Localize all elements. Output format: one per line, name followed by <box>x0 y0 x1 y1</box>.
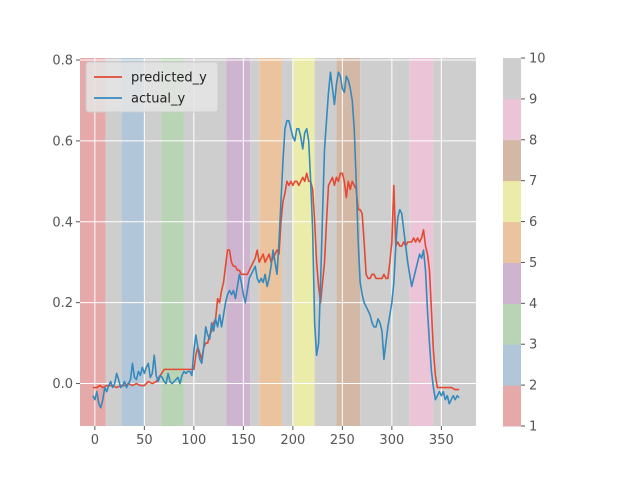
colorbar-segment <box>503 262 521 304</box>
x-tick-label: 200 <box>280 433 305 448</box>
x-tick-label: 350 <box>429 433 454 448</box>
colorbar-segment <box>503 180 521 223</box>
x-tick-label: 50 <box>136 433 153 448</box>
colorbar-segment <box>503 344 521 386</box>
colorbar-tick-label: 6 <box>529 215 537 230</box>
band-2 <box>121 58 145 426</box>
legend: predicted_y actual_y <box>85 61 219 113</box>
colorbar-segment <box>503 139 521 182</box>
colorbar-tick-label: 5 <box>529 256 537 271</box>
band-3 <box>144 58 162 426</box>
colorbar-tick-label: 7 <box>529 174 537 189</box>
y-tick-label: 0.8 <box>52 54 73 69</box>
colorbar-segment <box>503 303 521 345</box>
band-7 <box>250 58 260 426</box>
series-line-actual-y <box>92 71 460 409</box>
x-tick-label: 0 <box>91 433 99 448</box>
background-bands <box>80 58 476 426</box>
band-8 <box>259 58 282 426</box>
colorbar-segment <box>503 221 521 263</box>
series-lines <box>92 71 460 409</box>
colorbar-tick-label: 8 <box>529 133 537 148</box>
y-tick-label: 0.4 <box>52 215 73 230</box>
x-tick-label: 250 <box>330 433 355 448</box>
x-tick-label: 150 <box>231 433 256 448</box>
band-14 <box>409 58 434 426</box>
x-axis: 0 50 100 150 200 250 300 350 <box>91 426 454 448</box>
colorbar-tick-label: 1 <box>529 420 537 435</box>
band-13 <box>360 58 410 426</box>
x-tick-label: 300 <box>379 433 404 448</box>
colorbar-tick-label: 4 <box>529 297 537 312</box>
y-tick-label: 0.0 <box>52 377 73 392</box>
band-6 <box>226 58 251 426</box>
y-tick-label: 0.2 <box>52 296 73 311</box>
series-line-predicted-y <box>92 172 460 391</box>
legend-label-actual-y: actual_y <box>131 92 186 107</box>
colorbar-segment <box>503 58 521 100</box>
colorbar-tick-label: 9 <box>529 92 537 107</box>
colorbar-segment <box>503 385 521 427</box>
band-4 <box>161 58 184 426</box>
x-tick-label: 100 <box>181 433 206 448</box>
colorbar-tick-label: 3 <box>529 338 537 353</box>
colorbar: 1 2 3 4 5 6 7 8 9 10 <box>503 52 546 435</box>
colorbar-tick-label: 10 <box>529 52 546 67</box>
band-5 <box>183 58 227 426</box>
colorbar-segment <box>503 98 521 141</box>
band-12 <box>336 58 361 426</box>
y-tick-label: 0.6 <box>52 134 73 149</box>
band-1 <box>105 58 122 426</box>
band-0 <box>80 58 106 426</box>
y-axis: 0.0 0.2 0.4 0.6 0.8 <box>52 54 80 392</box>
band-15 <box>433 58 476 426</box>
colorbar-tick-label: 2 <box>529 379 537 394</box>
legend-box <box>85 61 219 113</box>
band-10 <box>292 58 315 426</box>
band-9 <box>281 58 293 426</box>
legend-label-predicted-y: predicted_y <box>131 71 207 86</box>
